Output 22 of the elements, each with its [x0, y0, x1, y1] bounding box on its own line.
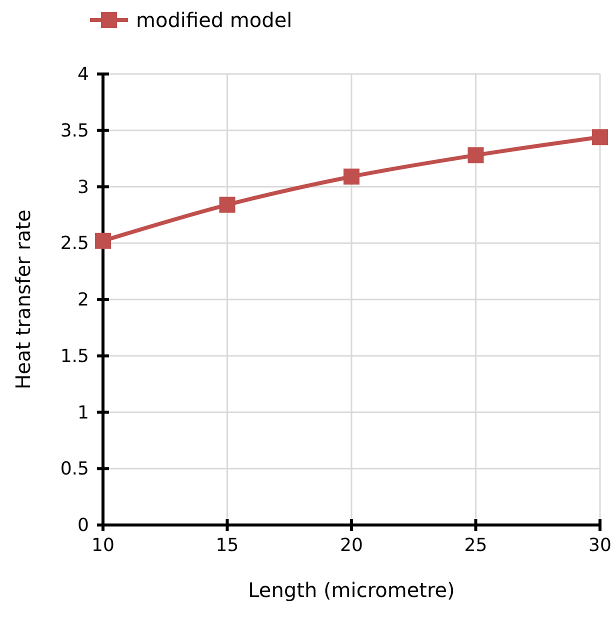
x-axis-title: Length (micrometre) — [248, 578, 455, 602]
y-tick-label: 0 — [78, 515, 89, 536]
y-tick-label: 4 — [78, 64, 89, 85]
x-tick-label: 20 — [340, 535, 363, 556]
y-axis-title: Heat transfer rate — [11, 210, 35, 390]
point — [95, 232, 111, 249]
x-tick-label: 30 — [588, 535, 612, 556]
y-tick-label: 3 — [78, 176, 89, 198]
y-tick-label: 2.5 — [60, 233, 89, 254]
point — [468, 147, 484, 164]
y-tick-label: 1 — [78, 402, 89, 424]
x-tick-label: 25 — [464, 535, 488, 556]
point — [344, 168, 360, 185]
x-tick-label: 15 — [216, 535, 239, 556]
y-tick-label: 0.5 — [60, 458, 89, 480]
point — [219, 196, 236, 213]
legend-label: modified model — [136, 8, 292, 32]
y-tick-label: 2 — [78, 290, 89, 310]
point — [592, 129, 608, 146]
y-tick-label: 3.5 — [60, 120, 89, 142]
x-tick-label: 10 — [92, 535, 114, 556]
y-tick-label: 1.5 — [60, 346, 89, 367]
